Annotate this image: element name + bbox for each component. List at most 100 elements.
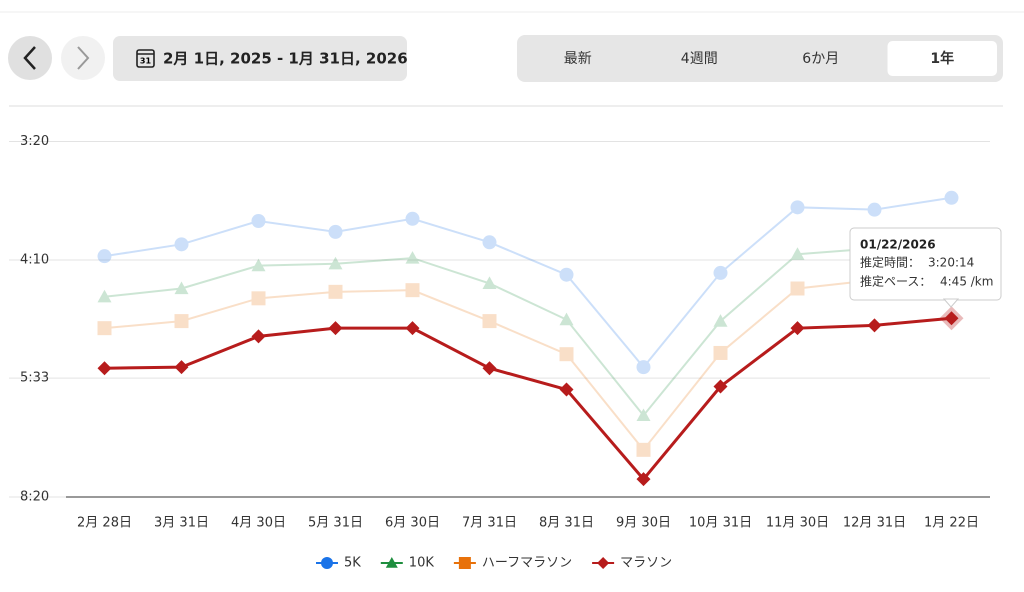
marker	[97, 321, 112, 336]
series	[97, 306, 964, 487]
calendar-day: 31	[140, 57, 152, 66]
marker	[790, 321, 805, 336]
series	[97, 190, 959, 375]
marker	[559, 267, 574, 282]
legend-item[interactable]: 10K	[380, 556, 435, 571]
x-tick-label: 11月 30日	[766, 516, 829, 531]
x-tick-label: 5月 31日	[308, 516, 363, 531]
marker	[97, 361, 112, 376]
marker	[790, 247, 805, 260]
marker	[944, 311, 959, 326]
next-button[interactable]	[61, 36, 105, 80]
marker	[636, 472, 651, 487]
marker	[482, 314, 497, 329]
tooltip-pace-label: 推定ペース：	[860, 274, 931, 289]
x-tick-label: 9月 30日	[616, 516, 671, 531]
marker	[328, 284, 343, 299]
series	[97, 269, 959, 457]
x-tick-label: 6月 30日	[385, 516, 440, 531]
tab[interactable]: 6か月	[802, 51, 839, 67]
marker	[713, 345, 728, 360]
x-tick-label: 3月 31日	[154, 516, 209, 531]
x-tick-label: 7月 31日	[462, 516, 517, 531]
marker	[790, 200, 805, 215]
tooltip: 01/22/2026 推定時間： 3:20:14 推定ペース： 4:45 /km	[849, 227, 1002, 308]
marker	[636, 360, 651, 375]
marker	[559, 382, 574, 397]
marker	[713, 314, 728, 327]
marker	[559, 347, 574, 362]
y-tick-label: 4:10	[20, 252, 49, 267]
x-tick-label: 8月 31日	[539, 516, 594, 531]
legend-item[interactable]: マラソン	[592, 556, 672, 571]
marker	[636, 442, 651, 457]
active-tab	[887, 41, 997, 76]
marker	[174, 360, 189, 375]
legend-label: ハーフマラソン	[482, 556, 572, 571]
marker	[405, 211, 420, 226]
marker	[328, 321, 343, 336]
marker	[251, 291, 266, 306]
tooltip-time: 3:20:14	[928, 256, 974, 270]
marker	[482, 235, 497, 250]
x-tick-label: 10月 31日	[689, 516, 752, 531]
tab-bar	[517, 35, 1003, 82]
y-tick-label: 5:33	[20, 371, 49, 386]
marker	[597, 557, 610, 569]
series-line	[104, 243, 952, 418]
legend-item[interactable]: 5K	[316, 556, 361, 571]
tooltip-time-label: 推定時間：	[860, 255, 920, 270]
tab[interactable]: 1年	[930, 50, 954, 67]
tooltip-pace: 4:45 /km	[940, 275, 993, 289]
marker	[713, 379, 728, 394]
tab[interactable]: 4週間	[681, 51, 718, 67]
marker	[97, 249, 112, 264]
marker	[867, 202, 882, 217]
marker	[174, 314, 189, 329]
marker	[405, 321, 420, 336]
marker	[458, 557, 471, 569]
date-range-button[interactable]: 31 2月 1日, 2025 - 1月 31日, 2026	[113, 36, 408, 81]
marker	[251, 214, 266, 229]
marker	[328, 224, 343, 239]
legend-label: 10K	[409, 556, 435, 571]
legend-item[interactable]: ハーフマラソン	[453, 556, 572, 571]
marker	[328, 256, 343, 270]
marker	[405, 251, 420, 264]
marker	[321, 557, 333, 569]
marker	[174, 281, 189, 295]
marker	[713, 265, 728, 280]
marker	[559, 312, 574, 326]
marker	[790, 281, 805, 296]
marker	[251, 329, 266, 344]
marker	[405, 283, 420, 298]
marker	[482, 361, 497, 376]
marker	[636, 408, 651, 422]
marker	[482, 276, 497, 290]
series	[97, 237, 959, 422]
tooltip-box	[849, 227, 1002, 301]
legend-label: マラソン	[620, 556, 672, 571]
x-tick-label: 4月 30日	[231, 516, 286, 531]
tab[interactable]: 最新	[564, 51, 592, 67]
tooltip-arrow	[942, 298, 960, 308]
marker	[174, 237, 189, 252]
marker	[385, 557, 398, 568]
marker	[97, 289, 112, 303]
x-tick-label: 1月 22日	[924, 516, 979, 531]
x-tick-label: 2月 28日	[77, 516, 132, 531]
series-line	[104, 275, 952, 452]
prev-button[interactable]	[8, 36, 52, 80]
series-line	[104, 196, 952, 369]
y-tick-label: 8:20	[20, 490, 49, 505]
y-tick-label: 3:20	[20, 134, 49, 149]
date-range: 2月 1日, 2025 - 1月 31日, 2026	[163, 50, 408, 68]
series-line	[104, 316, 952, 482]
marker	[867, 318, 882, 333]
marker	[944, 190, 959, 205]
tooltip-date: 01/22/2026	[860, 238, 936, 252]
marker	[251, 258, 266, 272]
x-tick-label: 12月 31日	[843, 516, 906, 531]
